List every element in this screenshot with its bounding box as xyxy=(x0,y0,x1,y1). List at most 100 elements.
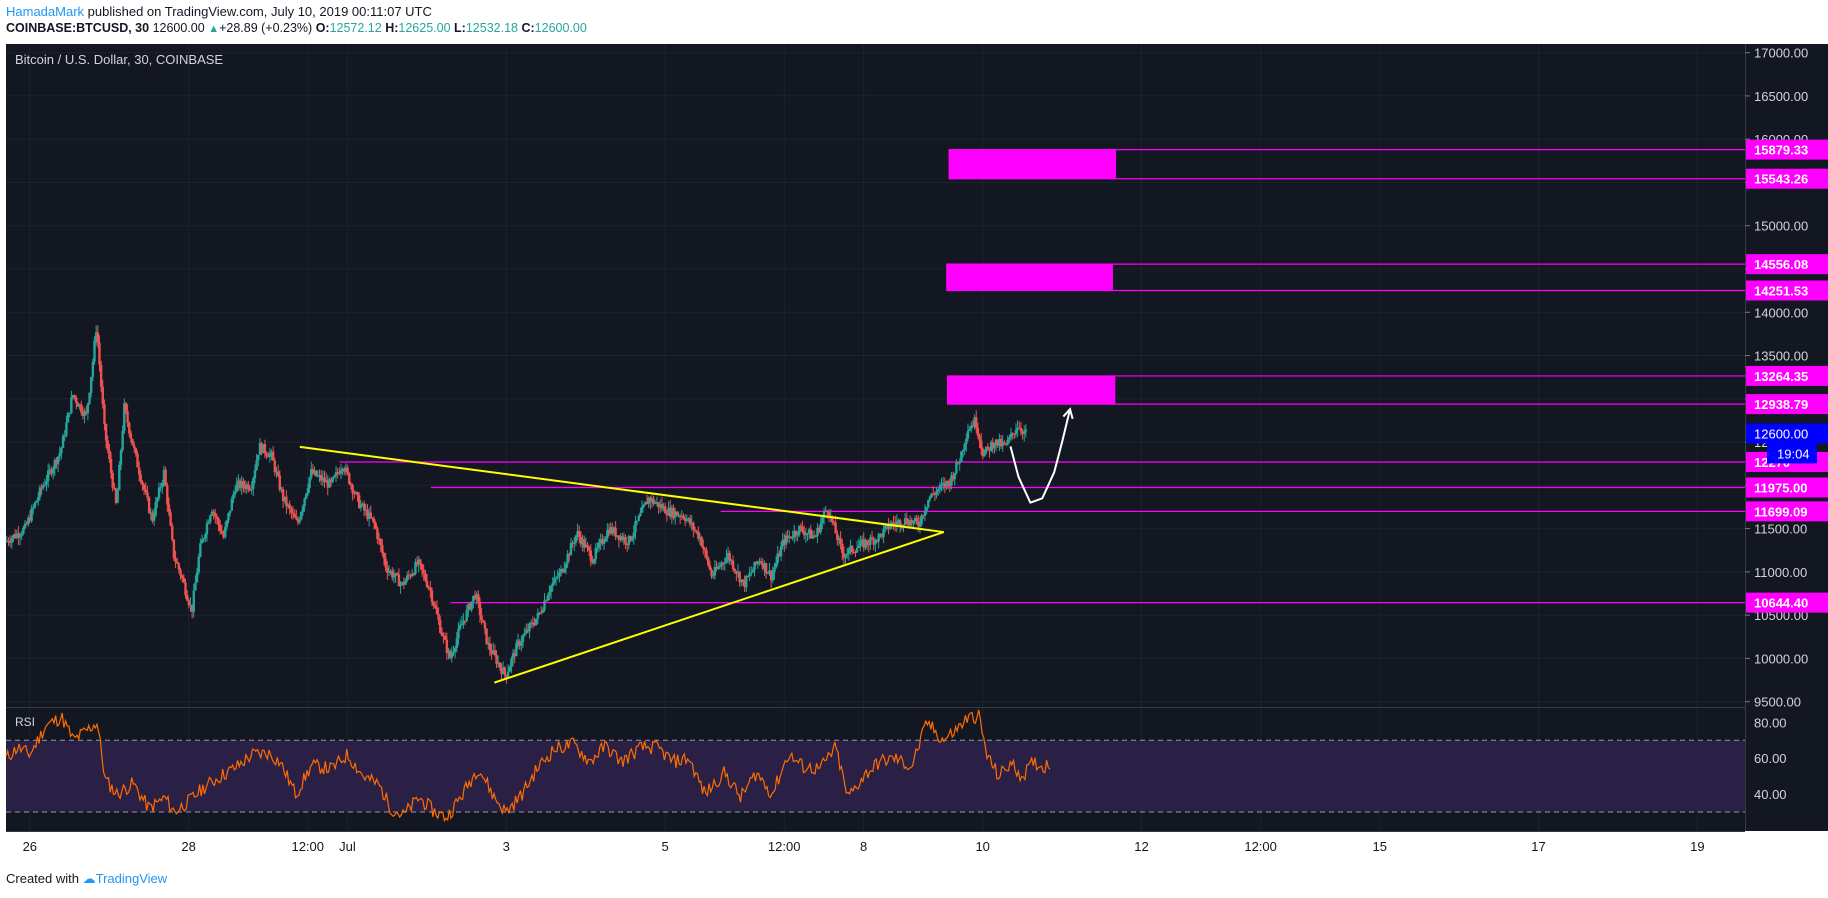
candle-body xyxy=(166,485,169,505)
rsi-tick-label: 40.00 xyxy=(1754,787,1787,802)
rsi-path xyxy=(5,709,1051,823)
candle-body xyxy=(258,443,262,456)
candle-body xyxy=(659,504,662,508)
level-label-bg xyxy=(1746,477,1828,498)
candle-body xyxy=(541,609,545,613)
price-tick-label: 16500.00 xyxy=(1754,89,1808,104)
candle-body xyxy=(217,518,220,525)
candle-body xyxy=(121,430,124,451)
candle-body xyxy=(369,512,372,518)
candle-body xyxy=(635,520,639,522)
candle-body xyxy=(334,472,338,476)
candle-body xyxy=(958,462,961,464)
candle-body xyxy=(932,493,935,495)
candle-body xyxy=(63,435,66,437)
time-tick-label: 10 xyxy=(975,839,989,854)
author-link[interactable]: HamadaMark xyxy=(6,4,85,19)
rsi-label: RSI xyxy=(15,715,35,729)
candle-body xyxy=(812,535,816,537)
candle-body xyxy=(361,503,364,505)
time-tick-label: 8 xyxy=(860,839,867,854)
candle-body xyxy=(784,535,788,545)
candle-body xyxy=(162,469,166,483)
candle-body xyxy=(285,496,288,507)
candle-body xyxy=(71,395,75,398)
candle-body xyxy=(759,561,763,564)
candle-body xyxy=(802,531,806,536)
candle-body xyxy=(111,472,114,488)
candle-body xyxy=(51,468,55,474)
candle-body xyxy=(407,575,411,577)
rsi-band xyxy=(6,739,1745,813)
candle-body xyxy=(18,535,22,538)
candle-body xyxy=(66,412,70,423)
candle-body xyxy=(1001,442,1004,447)
candle-body xyxy=(394,573,397,577)
candle-body xyxy=(779,546,783,557)
candle-body xyxy=(918,524,922,527)
candle-body xyxy=(176,561,179,564)
candle-body xyxy=(180,575,184,578)
candle-body xyxy=(210,511,214,516)
candle-body xyxy=(387,571,391,573)
candle-body xyxy=(58,453,61,457)
price-chart[interactable]: 17000.0016500.0016000.0015500.0015000.00… xyxy=(0,40,1828,866)
candle-body xyxy=(764,563,768,574)
candle-body xyxy=(53,459,57,469)
tradingview-link[interactable]: TradingView xyxy=(95,871,168,886)
candle-body xyxy=(447,650,450,654)
candle-body xyxy=(290,508,293,513)
candle-body xyxy=(530,622,533,624)
candle-body xyxy=(139,474,143,482)
candle-body xyxy=(457,628,460,639)
candle-body xyxy=(556,577,559,579)
candle-body xyxy=(920,515,923,525)
candle-body xyxy=(621,536,624,541)
publish-info: HamadaMark published on TradingView.com,… xyxy=(6,4,432,19)
candle-body xyxy=(171,525,174,540)
candle-body xyxy=(424,573,427,581)
candle-body xyxy=(1018,427,1021,429)
candle-body xyxy=(902,524,905,526)
countdown-label: 19:04 xyxy=(1777,446,1810,461)
candle-body xyxy=(680,515,683,517)
candle-body xyxy=(336,472,339,474)
candle-body xyxy=(655,502,659,504)
candle-body xyxy=(591,560,594,564)
candle-body xyxy=(776,553,779,563)
candle-body xyxy=(482,620,485,623)
candle-body xyxy=(657,502,660,508)
candle-body xyxy=(887,523,890,529)
time-tick-label: 26 xyxy=(23,839,37,854)
candle-body xyxy=(559,569,563,573)
candle-body xyxy=(715,567,718,569)
candle-body xyxy=(195,572,199,583)
candle-body xyxy=(611,527,614,534)
candle-body xyxy=(80,404,83,413)
level-label: 14251.53 xyxy=(1754,283,1808,298)
candle-body xyxy=(723,562,726,564)
candle-body xyxy=(409,575,412,577)
candle-body xyxy=(215,516,219,519)
candle-body xyxy=(630,537,634,541)
candle-body xyxy=(814,536,817,538)
candle-body xyxy=(237,480,240,484)
candle-body xyxy=(410,573,414,577)
candle-body xyxy=(286,504,290,507)
candle-body xyxy=(566,553,569,564)
candle-body xyxy=(303,498,306,507)
candle-body xyxy=(817,527,821,533)
candle-body xyxy=(1023,431,1026,434)
triangle-pattern xyxy=(299,445,945,684)
candle-body xyxy=(741,579,745,581)
candle-body xyxy=(819,523,822,533)
level-label: 15879.33 xyxy=(1754,143,1808,158)
candle-body xyxy=(983,452,986,457)
candle-body xyxy=(844,555,847,558)
candle-body xyxy=(645,501,649,505)
candle-body xyxy=(632,532,636,538)
candle-body xyxy=(927,499,930,508)
candle-body xyxy=(15,533,18,538)
candle-body xyxy=(710,569,713,577)
candle-body xyxy=(510,658,513,667)
